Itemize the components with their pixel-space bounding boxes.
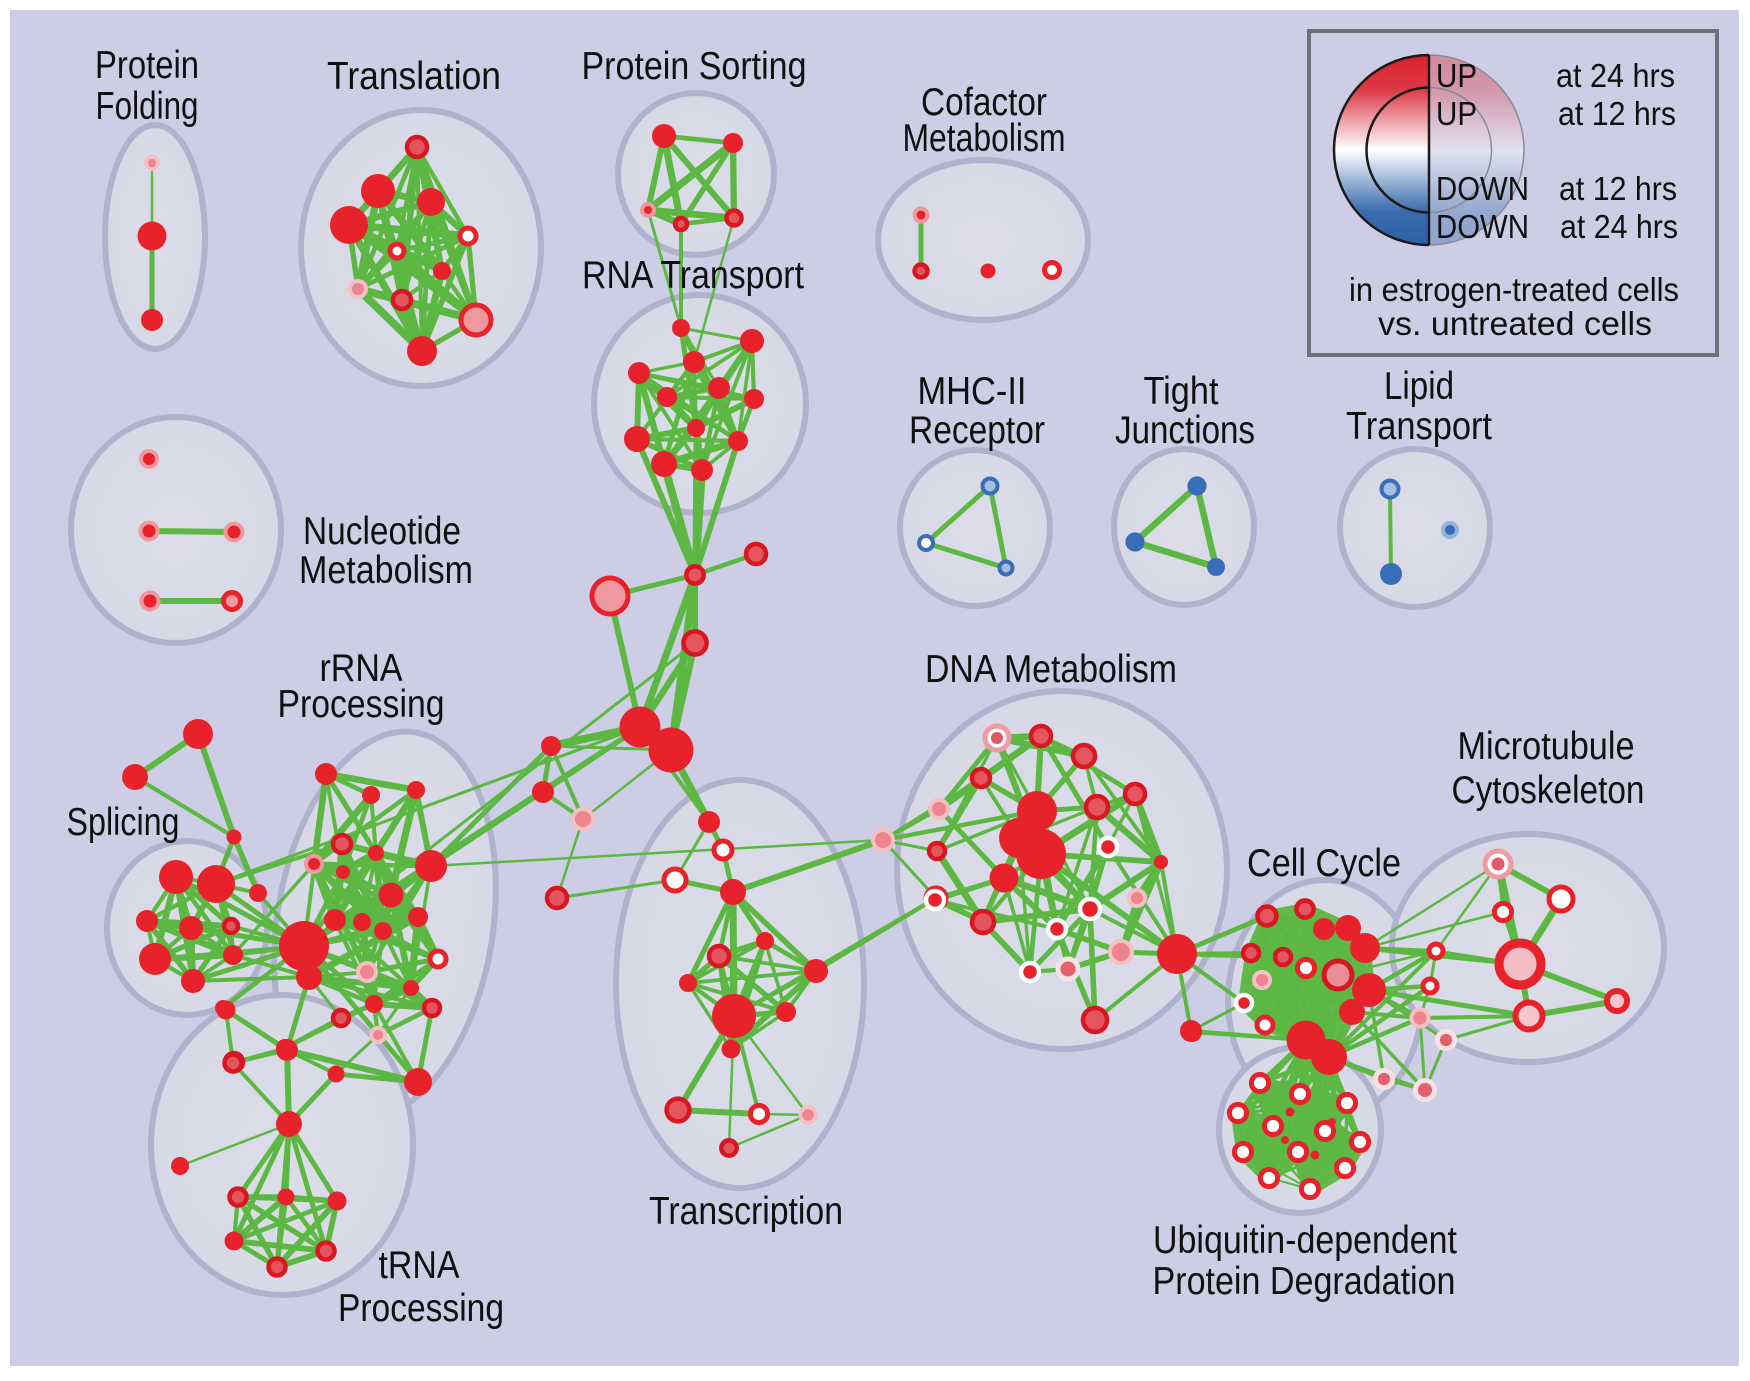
svg-text:Protein Sorting: Protein Sorting: [582, 45, 807, 88]
svg-text:Protein Degradation: Protein Degradation: [1153, 1260, 1456, 1303]
svg-text:UP: UP: [1436, 95, 1477, 132]
svg-text:Transport: Transport: [1346, 405, 1492, 448]
svg-text:at 12 hrs: at 12 hrs: [1559, 170, 1677, 207]
svg-text:Junctions: Junctions: [1115, 409, 1255, 452]
svg-text:UP: UP: [1436, 57, 1477, 94]
svg-text:Cofactor: Cofactor: [921, 81, 1047, 124]
svg-text:Protein: Protein: [95, 44, 199, 87]
svg-text:at 24 hrs: at 24 hrs: [1556, 57, 1675, 94]
svg-text:DOWN: DOWN: [1436, 170, 1529, 207]
svg-text:Processing: Processing: [278, 683, 445, 726]
svg-text:rRNA: rRNA: [320, 647, 403, 690]
svg-text:Ubiquitin-dependent: Ubiquitin-dependent: [1153, 1219, 1457, 1262]
svg-text:in estrogen-treated cells: in estrogen-treated cells: [1349, 271, 1679, 308]
svg-text:tRNA: tRNA: [379, 1244, 460, 1287]
svg-text:at 24 hrs: at 24 hrs: [1560, 208, 1678, 245]
svg-text:Receptor: Receptor: [909, 409, 1045, 452]
svg-text:Nucleotide: Nucleotide: [303, 510, 461, 553]
svg-text:DNA Metabolism: DNA Metabolism: [925, 648, 1177, 691]
svg-text:Microtubule: Microtubule: [1458, 725, 1635, 768]
svg-text:Metabolism: Metabolism: [903, 117, 1066, 160]
svg-text:RNA Transport: RNA Transport: [582, 254, 804, 297]
svg-text:DOWN: DOWN: [1436, 208, 1529, 245]
svg-text:Tight: Tight: [1144, 370, 1219, 413]
svg-text:Metabolism: Metabolism: [299, 549, 473, 592]
svg-text:at 12 hrs: at 12 hrs: [1558, 95, 1676, 132]
svg-text:MHC-II: MHC-II: [918, 370, 1027, 413]
svg-text:Translation: Translation: [327, 55, 501, 98]
svg-text:Processing: Processing: [338, 1287, 504, 1330]
svg-text:Folding: Folding: [96, 85, 199, 128]
svg-text:vs. untreated cells: vs. untreated cells: [1378, 305, 1652, 342]
svg-text:Cell Cycle: Cell Cycle: [1247, 842, 1401, 885]
svg-text:Lipid: Lipid: [1384, 365, 1454, 408]
svg-text:Transcription: Transcription: [649, 1190, 843, 1233]
svg-text:Cytoskeleton: Cytoskeleton: [1452, 769, 1645, 812]
svg-text:Splicing: Splicing: [67, 801, 180, 844]
